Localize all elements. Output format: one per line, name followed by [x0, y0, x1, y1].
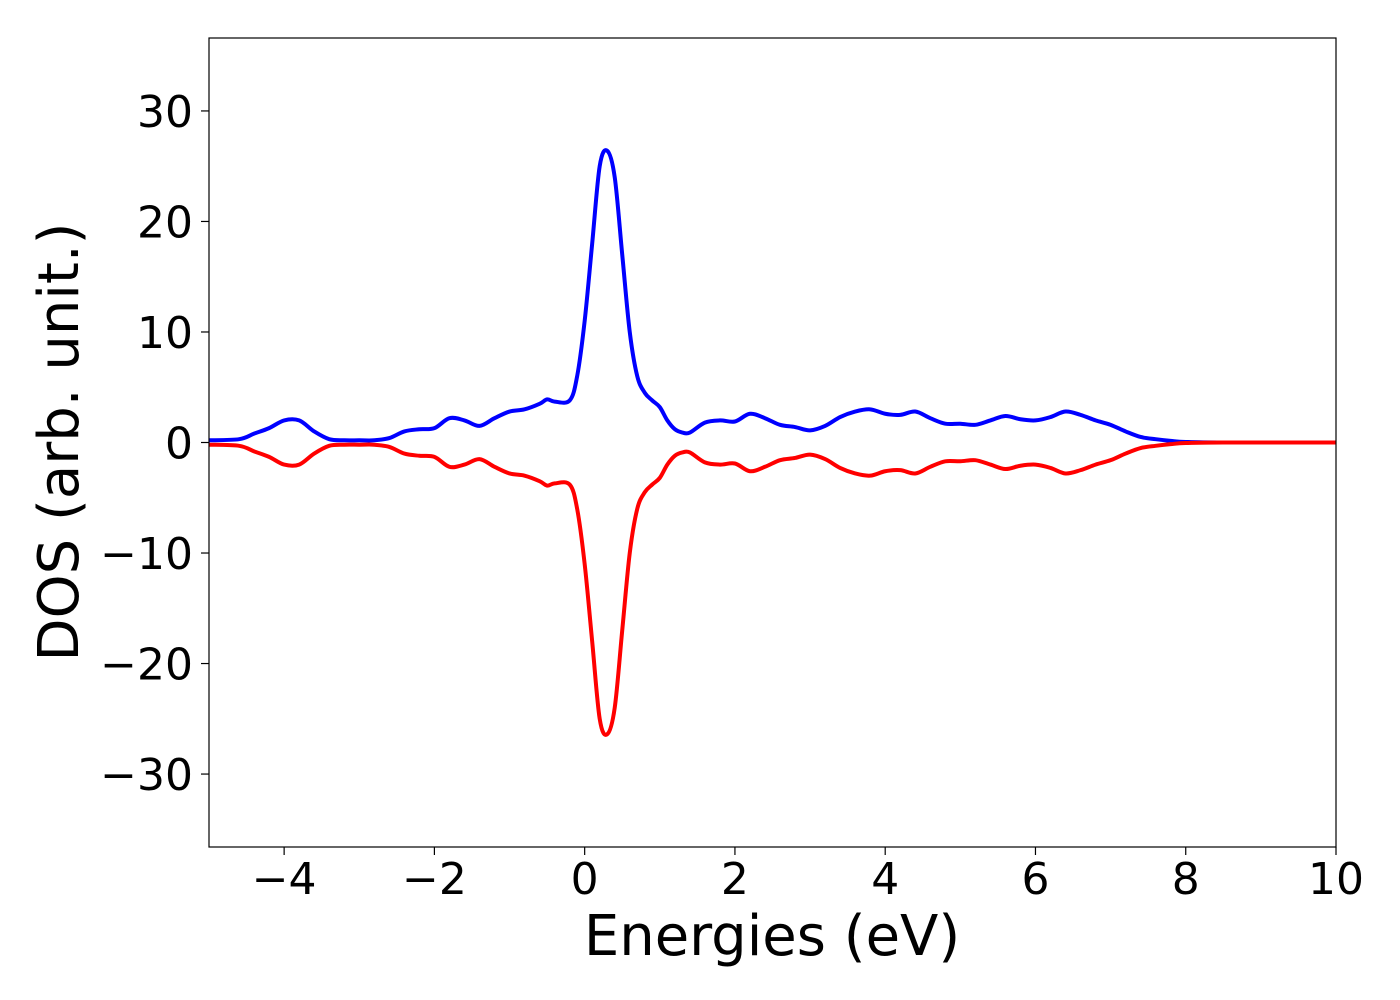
plot-background — [209, 38, 1336, 847]
series-layer — [209, 148, 1336, 737]
x-tick-label: 2 — [721, 854, 749, 905]
x-tick-label: 4 — [871, 854, 899, 905]
series-line-2 — [209, 440, 1336, 737]
x-tick-label: 10 — [1308, 854, 1364, 905]
y-tick-label: 30 — [137, 87, 193, 138]
y-tick-label: 0 — [165, 419, 193, 470]
y-tick-label: −30 — [100, 750, 193, 801]
x-tick-label: 8 — [1172, 854, 1200, 905]
series-line-1 — [209, 148, 1336, 445]
y-axis-title: DOS (arb. unit.) — [27, 222, 92, 661]
x-tick-label: 0 — [571, 854, 599, 905]
x-axis-title: Energies (eV) — [584, 904, 960, 969]
x-tick-label: −4 — [252, 854, 317, 905]
y-tick-label: 20 — [137, 197, 193, 248]
x-tick-label: 6 — [1021, 854, 1049, 905]
x-axis: −4 −2 0 2 4 6 8 10 — [252, 847, 1364, 905]
x-tick-label: −2 — [402, 854, 467, 905]
y-tick-label: −10 — [100, 529, 193, 580]
y-axis: −30 −20 −10 0 10 20 30 — [100, 87, 209, 801]
y-tick-label: 10 — [137, 308, 193, 359]
y-tick-label: −20 — [100, 640, 193, 691]
